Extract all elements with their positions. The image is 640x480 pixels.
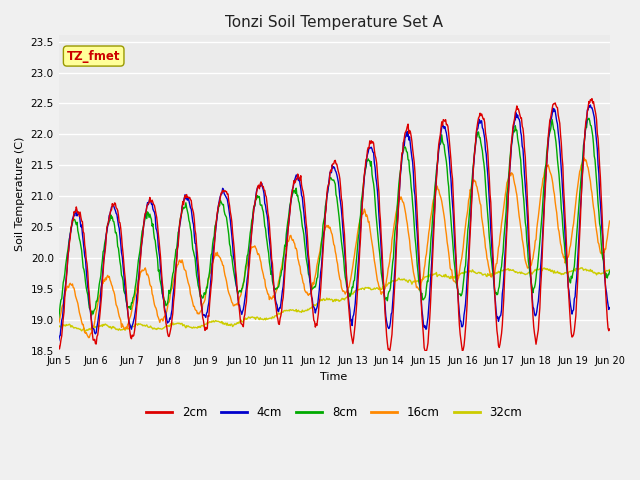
Y-axis label: Soil Temperature (C): Soil Temperature (C) — [15, 136, 25, 251]
Legend: 2cm, 4cm, 8cm, 16cm, 32cm: 2cm, 4cm, 8cm, 16cm, 32cm — [141, 401, 527, 424]
Text: TZ_fmet: TZ_fmet — [67, 49, 120, 62]
X-axis label: Time: Time — [321, 372, 348, 382]
Title: Tonzi Soil Temperature Set A: Tonzi Soil Temperature Set A — [225, 15, 443, 30]
